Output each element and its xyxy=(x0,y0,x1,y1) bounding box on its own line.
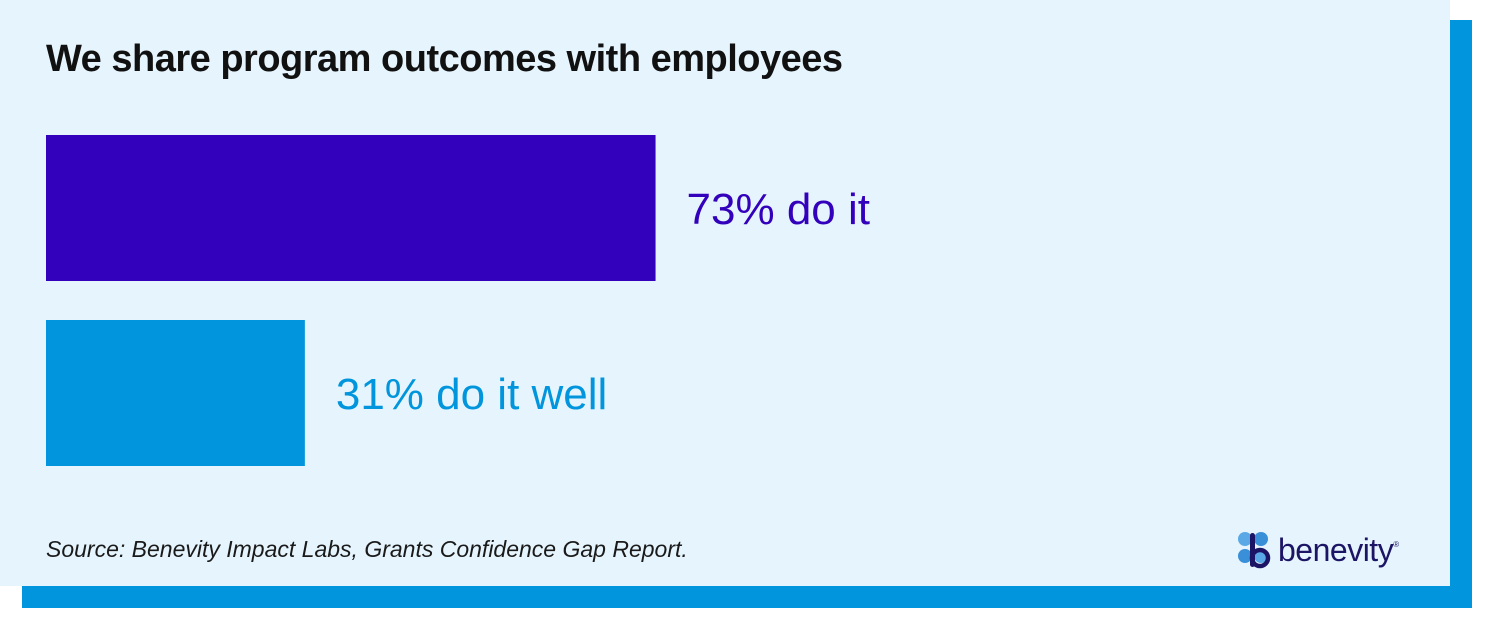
bar-label-2: 31% do it well xyxy=(336,370,607,419)
bar-2 xyxy=(46,320,305,466)
bar-chart: 73% do it 31% do it well xyxy=(46,135,870,466)
benevity-logo-icon xyxy=(1238,532,1271,569)
logo-registered-mark: ® xyxy=(1393,540,1400,549)
logo-wordmark: benevity xyxy=(1278,532,1394,568)
benevity-logo: benevity ® xyxy=(1236,528,1399,572)
bar-1 xyxy=(46,135,656,281)
chart-title: We share program outcomes with employees xyxy=(46,38,843,80)
bar-label-1: 73% do it xyxy=(687,185,870,234)
source-note: Source: Benevity Impact Labs, Grants Con… xyxy=(46,536,688,562)
chart-card: We share program outcomes with employees… xyxy=(0,0,1450,586)
